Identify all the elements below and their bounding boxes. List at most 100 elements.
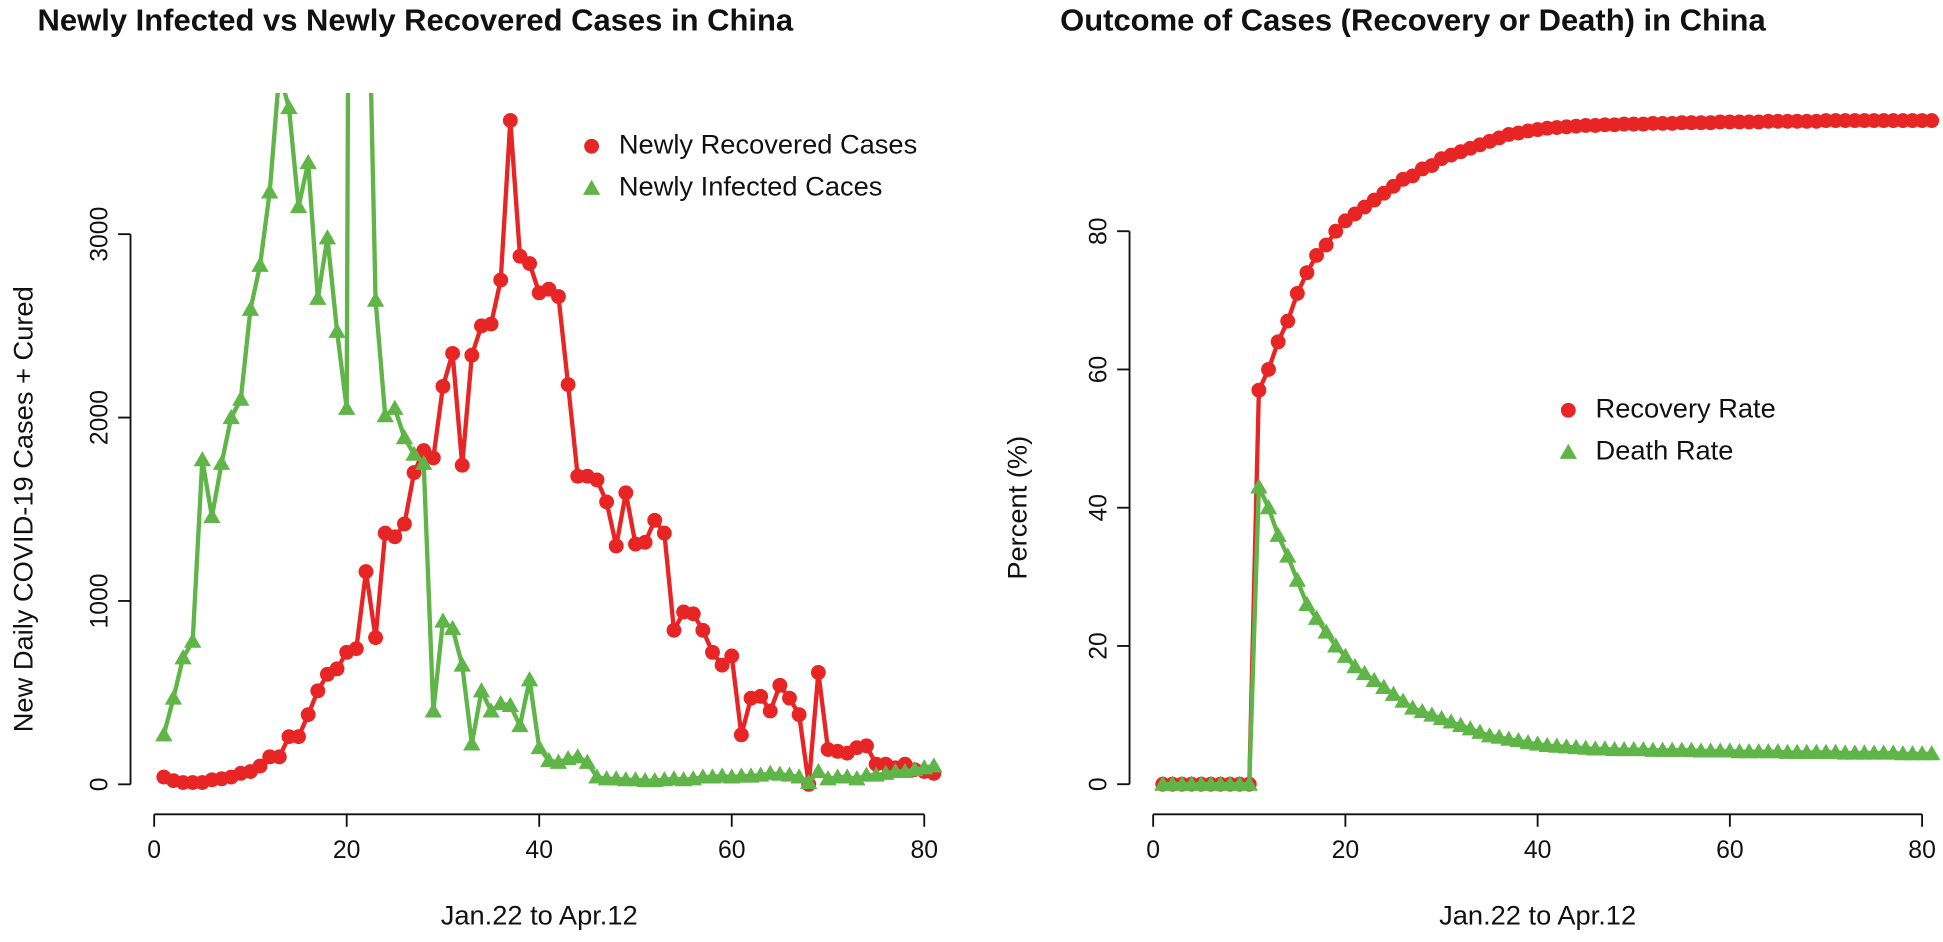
point [310,683,326,699]
point [859,738,874,754]
point [522,256,538,271]
point [155,726,173,742]
point [174,649,192,665]
point [454,457,470,473]
point [1403,699,1422,715]
point [714,657,730,673]
legend-marker [1559,443,1577,459]
point [724,648,740,664]
y-tick-label: 20 [1085,632,1112,660]
point [405,445,423,461]
point [762,703,778,719]
point [424,702,443,718]
point [1394,692,1412,708]
point [1442,713,1460,729]
x-tick-label: 80 [1908,837,1936,864]
point [415,454,433,470]
point [753,688,769,704]
point [164,689,183,705]
point [271,749,287,765]
point [464,347,480,363]
point [560,377,576,392]
point [1423,706,1441,722]
x-axis-label: Jan.22 to Apr.12 [441,899,638,930]
x-tick-label: 0 [147,837,161,864]
point [212,454,231,470]
point [328,322,346,338]
point [251,256,269,272]
point [482,702,500,718]
y-tick-label: 80 [1085,217,1112,245]
point [1289,285,1305,301]
point [618,485,634,501]
point [1280,313,1296,329]
point [1375,678,1393,694]
legend-label: Recovery Rate [1596,392,1776,423]
y-tick-label: 60 [1085,356,1112,384]
point [358,564,374,580]
point [329,661,345,677]
point [511,716,529,733]
point [1365,671,1383,688]
point [1461,720,1480,736]
point [1298,595,1316,611]
point [1432,709,1451,726]
point [1355,664,1374,681]
y-axis-label: New Daily COVID-19 Cases + Cured [7,286,38,732]
point [300,707,316,723]
point [1307,609,1326,625]
point [1251,382,1267,398]
point [1452,716,1470,732]
point [368,630,384,646]
point [395,429,414,445]
x-axis-label: Jan.22 to Apr.12 [1439,899,1636,930]
point [435,378,451,394]
x-tick-label: 40 [525,837,553,864]
point [1299,265,1315,281]
y-tick-label: 2000 [86,390,113,445]
point [203,507,221,524]
point [791,707,807,723]
point [348,641,364,657]
point [772,677,788,693]
point [501,696,520,712]
point [232,390,250,406]
point [425,450,441,466]
x-tick-label: 0 [1146,837,1160,864]
point [599,494,615,510]
x-tick-label: 20 [333,837,361,864]
point [589,472,605,488]
point [1261,362,1276,377]
point [1924,113,1940,129]
legend-marker [1560,402,1576,418]
y-tick-label: 3000 [86,207,113,262]
point [1317,623,1335,639]
point [1327,637,1345,653]
point [1269,526,1287,542]
series-line [163,120,935,785]
point [666,622,682,638]
point [569,748,587,764]
point [241,300,260,316]
y-tick-label: 0 [86,777,113,791]
point [291,729,307,745]
plot-area [155,92,943,792]
point [695,622,711,638]
point [685,606,701,622]
point [637,534,653,550]
point [1240,775,1258,791]
point [472,682,491,698]
point [925,757,943,773]
point [463,735,481,751]
point [289,197,308,214]
series-line [1162,118,1932,787]
x-tick-label: 20 [1332,837,1360,864]
chart-title: Newly Infected vs Newly Recovered Cases … [38,2,794,37]
point [299,153,317,170]
point [705,644,720,660]
point [280,98,298,115]
point [1336,647,1355,663]
point [810,665,826,680]
x-tick-label: 40 [1524,837,1552,864]
